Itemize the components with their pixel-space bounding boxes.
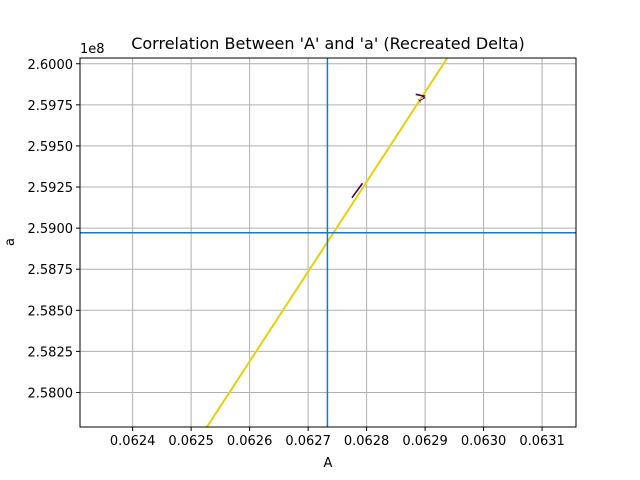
y-tick-label: 2.5975 [28,99,74,114]
x-tick-label: 0.0630 [461,434,507,449]
axis-ticks: 0.0624 0.0625 0.0626 0.0627 0.0628 0.0629 0.06… [28,58,565,449]
y-tick-label: 2.6000 [28,58,74,73]
y-tick-label: 2.5850 [28,304,74,319]
x-tick-label: 0.0627 [285,434,331,449]
x-tick-label: 0.0628 [344,434,390,449]
plot-frame [79,57,577,428]
y-tick-label: 2.5825 [28,345,74,360]
y-tick-label: 2.5800 [28,386,74,401]
x-axis-title: A [324,456,333,471]
y-tick-label: 2.5875 [28,263,74,278]
y-tick-label: 2.5925 [28,181,74,196]
reference-lines [80,58,576,427]
y-offset-label: 1e8 [80,42,105,57]
chart-title: Correlation Between 'A' and 'a' (Recreat… [131,34,525,53]
contour-mark [351,182,364,199]
y-tick-label: 2.5950 [28,140,74,155]
contour-mark [415,93,426,98]
x-tick-label: 0.0631 [519,434,565,449]
x-tick-label: 0.0626 [227,434,273,449]
y-axis-title: a [3,238,18,246]
x-tick-label: 0.0629 [402,434,448,449]
x-tick-label: 0.0624 [110,434,156,449]
y-tick-label: 2.5900 [28,222,74,237]
contour-label: 1 [415,95,427,105]
x-tick-label: 0.0625 [168,434,214,449]
